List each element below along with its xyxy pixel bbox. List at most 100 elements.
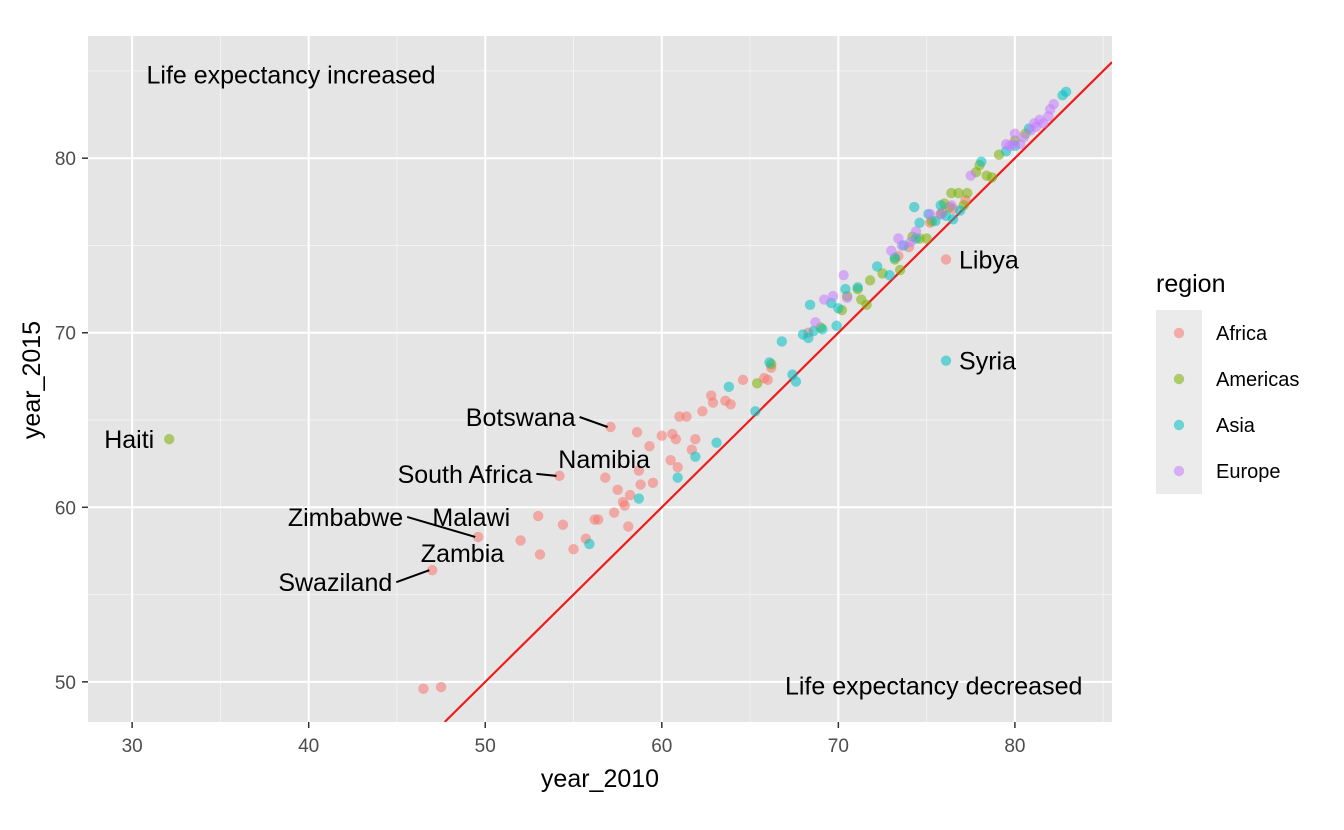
data-point-asia [750,406,761,417]
y-axis-title: year_2015 [18,321,46,439]
data-point-africa [557,519,569,530]
data-point-africa [631,427,643,438]
legend-label: Asia [1216,415,1256,437]
data-point-africa [725,399,736,410]
data-point-americas [751,378,763,389]
data-point-africa [647,477,659,489]
data-point-europe [886,245,897,256]
x-axis: 30 40 50 60 70 80 [122,722,1025,757]
legend-label: Europe [1216,461,1281,483]
y-axis: 50 60 70 80 [55,149,88,694]
legend-key-point [1173,373,1185,385]
data-point-africa [665,454,676,466]
data-point-asia [776,336,788,347]
major-gridlines [88,36,1112,722]
data-point-africa [608,507,620,518]
data-point-asia [831,320,842,331]
data-point-africa [619,500,630,511]
data-point-asia [935,200,946,211]
legend-key-point [1173,327,1185,339]
data-point-africa [472,531,484,543]
label-leader-line [536,472,557,477]
data-point-africa [435,681,447,693]
reference-line [443,61,1112,722]
data-point-europe [827,290,839,302]
data-point-africa [644,441,655,452]
data-point-europe [896,240,908,251]
point-label: Libya [959,246,1019,274]
data-point-europe [838,269,849,281]
data-point-asia [976,156,987,167]
data-point-asia [940,355,952,366]
label-leader-line [395,569,430,584]
point-label: Zimbabwe [288,504,403,532]
data-point-asia [808,325,819,337]
data-point-africa [681,411,692,422]
x-tick-label: 60 [651,736,672,757]
data-point-europe [1004,140,1015,152]
point-label: Namibia [558,446,650,474]
data-point-asia [633,493,645,504]
data-point-europe [924,208,936,220]
data-point-asia [909,201,920,213]
data-point-asia [852,282,863,293]
data-points [164,86,1072,695]
data-point-africa [533,510,544,522]
data-point-africa [612,484,623,496]
x-tick-label: 50 [475,736,496,757]
data-point-asia [833,303,844,314]
data-point-africa [762,374,773,386]
data-point-africa [568,543,579,555]
data-point-asia [817,324,828,335]
annotation-text: Life expectancy decreased [785,672,1082,700]
data-point-asia [723,381,735,393]
data-point-asia [954,205,966,216]
data-point-africa [707,397,719,408]
point-label: Swaziland [278,569,392,597]
data-point-europe [1029,118,1040,129]
data-point-asia [914,217,925,228]
data-point-asia [711,437,722,448]
label-leader-line [406,516,476,538]
legend-items: Africa Americas Asia Europe [1156,310,1299,494]
data-point-europe [1018,132,1029,143]
label-leader-line [579,416,608,428]
x-tick-label: 70 [828,736,849,757]
data-point-africa [633,465,645,476]
data-point-americas [953,187,964,199]
point-label: Haiti [104,426,154,454]
data-point-africa [672,461,683,473]
point-label: Botswana [466,404,576,432]
point-label: Malawi [432,504,510,532]
data-point-asia [871,261,883,272]
data-point-americas [894,264,906,276]
data-point-americas [861,299,872,311]
data-point-africa [427,564,438,576]
data-point-europe [946,200,957,211]
data-point-europe [810,317,821,328]
x-tick-label: 80 [1004,736,1025,757]
data-point-asia [584,538,595,550]
data-point-africa [624,489,636,501]
data-point-americas [921,233,932,244]
data-point-asia [884,269,895,281]
data-point-asia [690,451,701,462]
data-point-africa [623,521,634,532]
x-tick-label: 30 [122,736,143,757]
legend-label: Africa [1216,323,1268,345]
legend-key-point [1173,465,1185,477]
data-point-asia [840,283,851,295]
data-point-americas [962,187,973,199]
legend-title: region [1156,270,1226,298]
data-point-africa [600,472,611,483]
data-point-africa [656,430,667,441]
data-point-africa [418,683,429,695]
minor-gridlines [88,36,1112,722]
data-point-africa [554,470,565,482]
data-point-asia [804,299,816,311]
legend-label: Americas [1216,369,1299,391]
data-point-europe [819,294,830,305]
data-point-asia [1060,86,1072,98]
x-tick-label: 40 [298,736,319,757]
label-leader-lines [395,416,608,584]
